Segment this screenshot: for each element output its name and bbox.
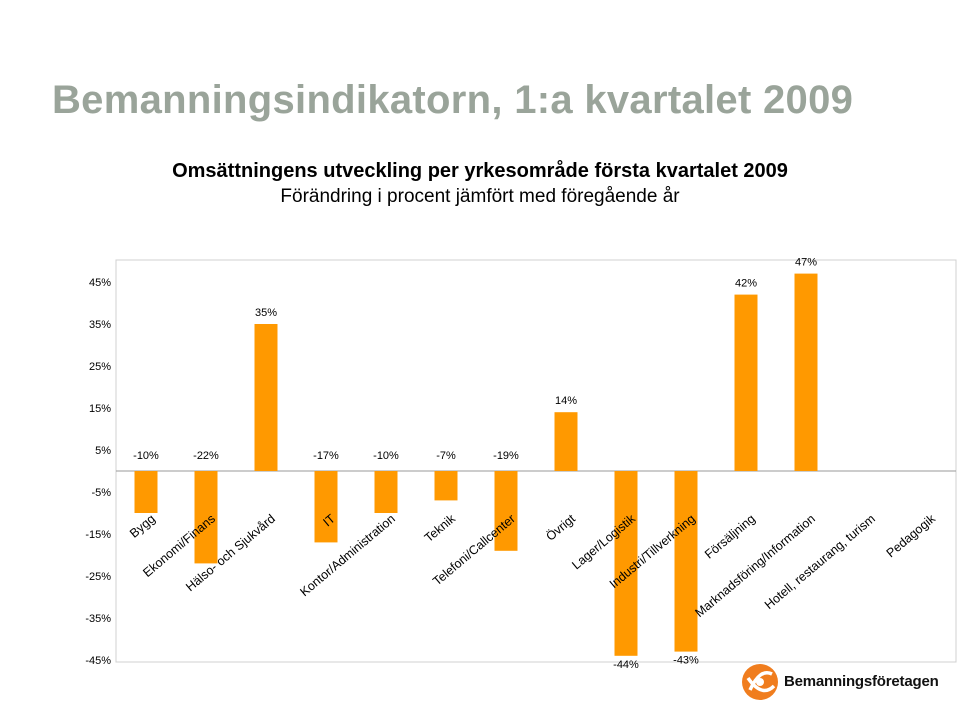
data-label: -10% <box>373 450 399 462</box>
bar <box>374 471 398 513</box>
data-label: -43% <box>673 655 699 667</box>
data-label: -19% <box>493 450 519 462</box>
data-label: 47% <box>795 257 817 269</box>
bar <box>734 294 758 471</box>
y-tick-label: -35% <box>85 613 111 625</box>
data-label: -44% <box>613 659 639 671</box>
data-label: -17% <box>313 450 339 462</box>
data-label: 14% <box>555 395 577 407</box>
y-tick-label: 5% <box>95 445 111 457</box>
y-tick-label: 25% <box>89 361 111 373</box>
slide-title: Bemanningsindikatorn, 1:a kvartalet 2009 <box>52 78 854 122</box>
y-tick-label: -5% <box>91 487 111 499</box>
x-tick-label: Hotell, restaurang, turism <box>762 512 878 612</box>
x-tick-label: Bygg <box>127 512 158 541</box>
data-label: 42% <box>735 278 757 290</box>
x-tick-label: Teknik <box>422 511 459 545</box>
bar <box>314 471 338 543</box>
data-label: -7% <box>436 450 456 462</box>
data-labels: -10% -22% 35% -17% -10% -7% -19% 14% -44% -43% 42%… <box>133 257 817 671</box>
y-tick-label: -25% <box>85 571 111 583</box>
brand-logo: Bemanningsföretagen <box>740 660 940 704</box>
x-tick-label: Övrigt <box>543 511 578 543</box>
bar <box>794 273 818 471</box>
bar <box>494 471 518 551</box>
y-tick-label: -15% <box>85 529 111 541</box>
x-tick-label: Marknadsföring/Information <box>692 512 818 621</box>
brand-name: Bemanningsföretagen <box>784 673 939 690</box>
bar <box>254 324 278 471</box>
bar <box>194 471 218 564</box>
chart-subtitle: Förändring i procent jämfört med föregåe… <box>280 186 680 207</box>
y-tick-label: 35% <box>89 319 111 331</box>
y-tick-label: 15% <box>89 403 111 415</box>
brand-mark-icon <box>742 664 778 700</box>
bar <box>674 471 698 652</box>
x-tick-label: Pedagogik <box>884 511 939 560</box>
x-tick-label: Försäljning <box>702 512 758 562</box>
bar <box>134 471 158 513</box>
chart-title: Omsättningens utveckling per yrkesområde… <box>172 160 788 182</box>
bars <box>134 273 818 656</box>
x-tick-label: Kontor/Administration <box>297 512 398 600</box>
data-label: -22% <box>193 450 219 462</box>
bar <box>434 471 458 501</box>
data-label: -10% <box>133 450 159 462</box>
plot-area-frame <box>115 259 957 663</box>
y-tick-label: -45% <box>85 655 111 667</box>
y-tick-labels: 45% 35% 25% 15% 5% -5% -15% -25% -35% -45% <box>85 277 111 667</box>
bar <box>554 412 578 471</box>
y-tick-label: 45% <box>89 277 111 289</box>
bar <box>614 471 638 656</box>
data-label: 35% <box>255 307 277 319</box>
